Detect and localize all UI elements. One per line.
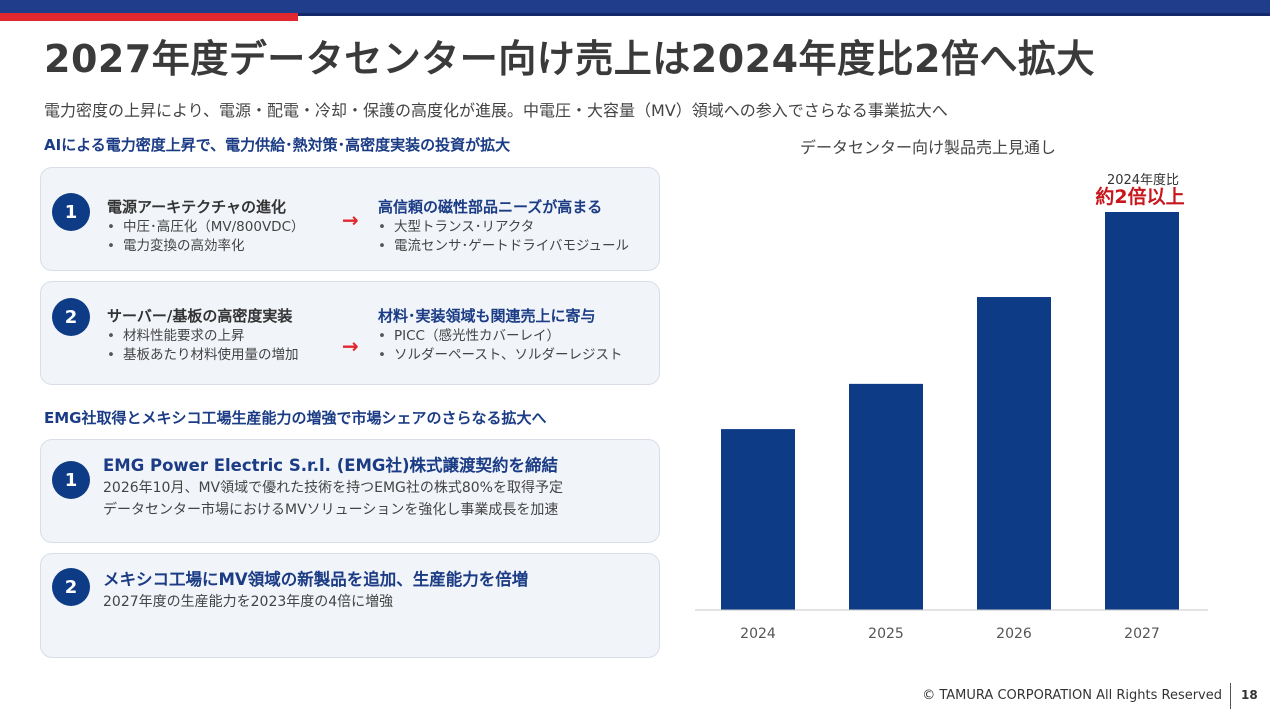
arrow-right-icon: → bbox=[342, 334, 359, 358]
bullet-item: 材料性能要求の上昇 bbox=[107, 327, 299, 346]
bullet-item: 電力変換の高効率化 bbox=[107, 237, 305, 256]
card-right-title: 材料･実装領域も関連売上に寄与 bbox=[378, 307, 596, 325]
card-body: 2027年度の生産能力を2023年度の4倍に増強 bbox=[103, 591, 393, 613]
top-accent-red bbox=[0, 13, 298, 21]
footer-divider bbox=[1230, 683, 1231, 709]
arrow-right-icon: → bbox=[342, 208, 359, 232]
x-tick-label-2027: 2027 bbox=[1124, 626, 1160, 642]
number-badge: 2 bbox=[52, 298, 90, 336]
bullet-item: PICC（感光性カバーレイ） bbox=[378, 327, 623, 346]
x-tick-label-2026: 2026 bbox=[996, 626, 1032, 642]
bullet-item: ソルダーペースト、ソルダーレジスト bbox=[378, 346, 623, 365]
bar-2027 bbox=[1105, 212, 1179, 610]
card-title: メキシコ工場にMV領域の新製品を追加、生産能力を倍増 bbox=[103, 570, 529, 589]
section-heading-emg-mexico: EMG社取得とメキシコ工場生産能力の増強で市場シェアのさらなる拡大へ bbox=[44, 409, 547, 427]
x-tick-labels: 2024 2025 2026 2027 bbox=[740, 626, 1160, 642]
card-body-line: 2027年度の生産能力を2023年度の4倍に増強 bbox=[103, 594, 394, 610]
chart-annotation-multiplier: 約2倍以上 bbox=[1095, 185, 1184, 208]
number-badge: 1 bbox=[52, 193, 90, 231]
card-left-bullets: 中圧･高圧化（MV/800VDC） 電力変換の高効率化 bbox=[107, 218, 305, 256]
card-right-title: 高信頼の磁性部品ニーズが高まる bbox=[378, 198, 603, 216]
card-title: EMG Power Electric S.r.l. (EMG社)株式譲渡契約を締… bbox=[103, 456, 559, 475]
bar-2026 bbox=[977, 297, 1051, 610]
bar-2024 bbox=[721, 429, 795, 610]
chart-annotation-baseline: 2024年度比 bbox=[1107, 172, 1179, 188]
ai-card-1: 1 電源アーキテクチャの進化 中圧･高圧化（MV/800VDC） 電力変換の高効… bbox=[40, 167, 660, 271]
card-right-bullets: PICC（感光性カバーレイ） ソルダーペースト、ソルダーレジスト bbox=[378, 327, 623, 365]
bullet-item: 電流センサ･ゲートドライバモジュール bbox=[378, 237, 629, 256]
emg-card-1: 1 EMG Power Electric S.r.l. (EMG社)株式譲渡契約… bbox=[40, 439, 660, 543]
number-badge: 2 bbox=[52, 568, 90, 606]
mexico-card-2: 2 メキシコ工場にMV領域の新製品を追加、生産能力を倍増 2027年度の生産能力… bbox=[40, 553, 660, 658]
page-title: 2027年度データセンター向け売上は2024年度比2倍へ拡大 bbox=[44, 37, 1095, 81]
card-left-title: 電源アーキテクチャの進化 bbox=[107, 198, 286, 216]
page-number: 18 bbox=[1241, 688, 1258, 702]
copyright-text: © TAMURA CORPORATION All Rights Reserved bbox=[922, 688, 1222, 703]
card-left-title: サーバー/基板の高密度実装 bbox=[107, 307, 293, 325]
card-body-line: 2026年10月、MV領域で優れた技術を持つEMG社の株式80%を取得予定 bbox=[103, 480, 563, 496]
card-body: 2026年10月、MV領域で優れた技術を持つEMG社の株式80%を取得予定 デー… bbox=[103, 477, 563, 521]
sales-forecast-chart: 2024 2025 2026 2027 2024年度比 約2倍以上 bbox=[695, 172, 1208, 642]
section-heading-ai-investment: AIによる電力密度上昇で、電力供給･熱対策･高密度実装の投資が拡大 bbox=[44, 136, 511, 154]
x-tick-label-2025: 2025 bbox=[868, 626, 904, 642]
page-subtitle: 電力密度の上昇により、電源・配電・冷却・保護の高度化が進展。中電圧・大容量（MV… bbox=[44, 101, 948, 120]
bullet-item: 大型トランス･リアクタ bbox=[378, 218, 629, 237]
top-accent-bar bbox=[0, 0, 1270, 13]
bullet-item: 中圧･高圧化（MV/800VDC） bbox=[107, 218, 305, 237]
card-right-bullets: 大型トランス･リアクタ 電流センサ･ゲートドライバモジュール bbox=[378, 218, 629, 256]
top-accent-bar-dark bbox=[0, 13, 1270, 16]
chart-title: データセンター向け製品売上見通し bbox=[800, 138, 1057, 157]
bar-group bbox=[721, 212, 1179, 610]
ai-card-2: 2 サーバー/基板の高密度実装 材料性能要求の上昇 基板あたり材料使用量の増加 … bbox=[40, 281, 660, 385]
bullet-item: 基板あたり材料使用量の増加 bbox=[107, 346, 299, 365]
number-badge: 1 bbox=[52, 461, 90, 499]
card-left-bullets: 材料性能要求の上昇 基板あたり材料使用量の増加 bbox=[107, 327, 299, 365]
card-body-line: データセンター市場におけるMVソリューションを強化し事業成長を加速 bbox=[103, 502, 559, 518]
x-tick-label-2024: 2024 bbox=[740, 626, 776, 642]
bar-2025 bbox=[849, 383, 923, 610]
